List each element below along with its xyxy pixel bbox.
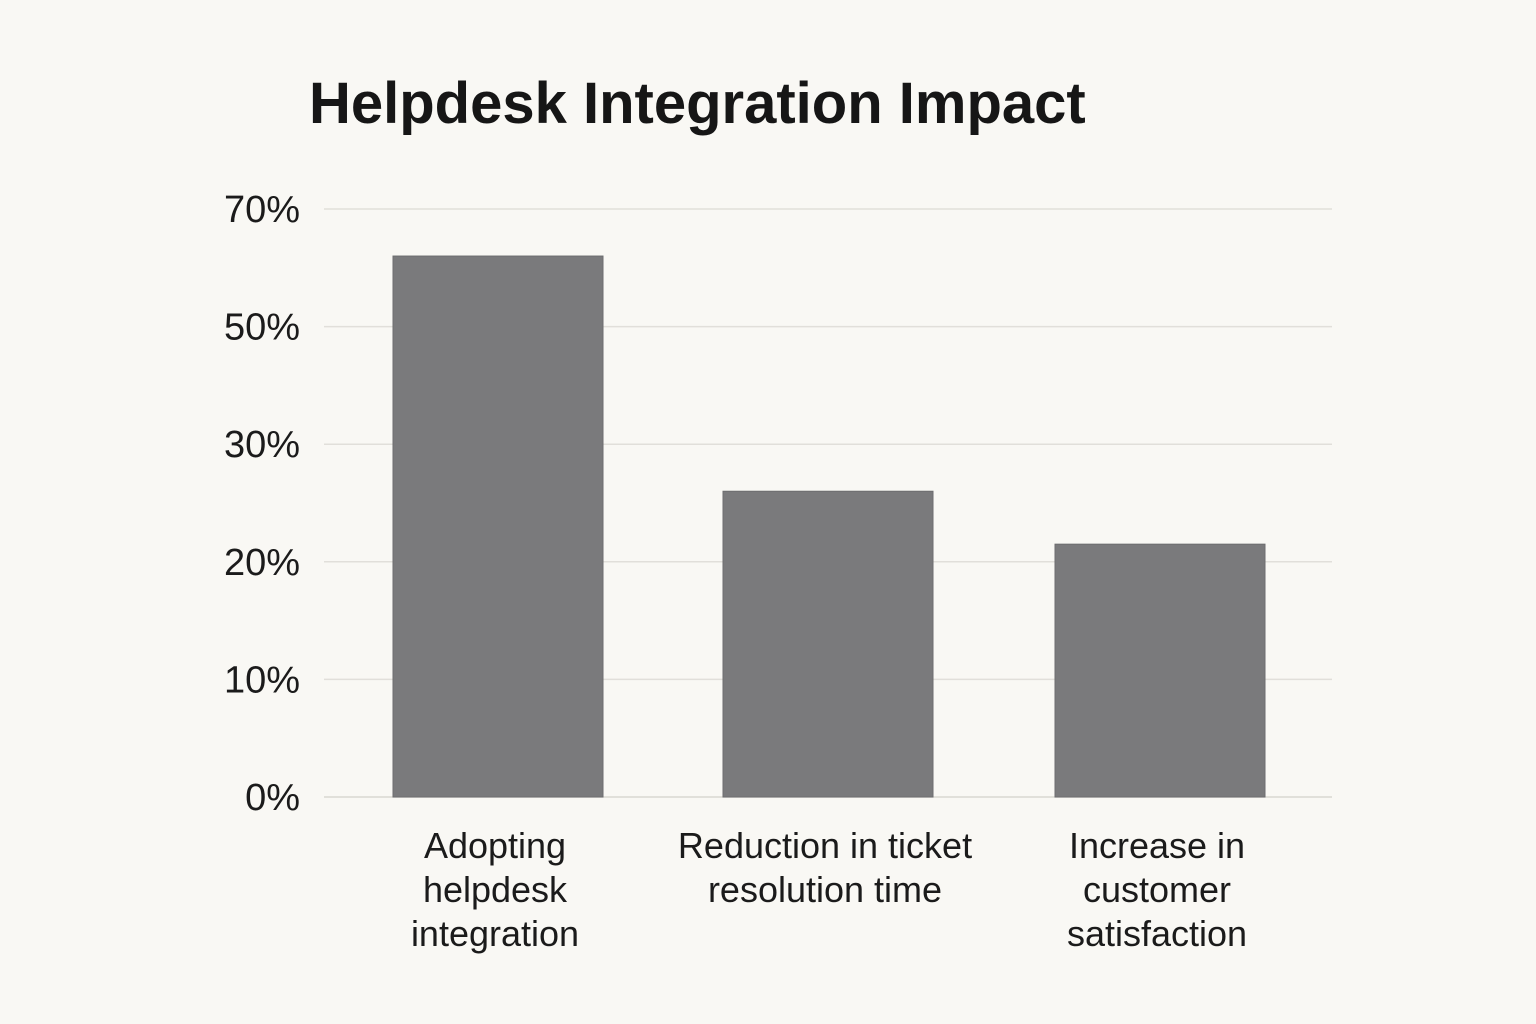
y-tick-label: 0% xyxy=(245,777,300,819)
y-tick-label: 70% xyxy=(224,189,300,231)
y-tick-label: 30% xyxy=(224,424,300,466)
y-tick-label: 50% xyxy=(224,307,300,349)
category-labels: Adopting helpdesk integration Reduction in … xyxy=(411,825,1247,954)
y-axis-ticks: 0% 10% 20% 30% 50% 70% xyxy=(224,189,300,819)
chart-title: Helpdesk Integration Impact xyxy=(309,71,1086,136)
y-tick-label: 20% xyxy=(224,542,300,584)
bar xyxy=(1054,543,1266,798)
bar xyxy=(392,255,604,798)
bar xyxy=(722,490,934,798)
y-tick-label: 10% xyxy=(224,659,300,701)
x-category-label: Reduction in ticket resolution time xyxy=(678,825,972,910)
bars xyxy=(392,255,1266,798)
x-category-label: Adopting helpdesk integration xyxy=(411,825,579,954)
x-category-label: Increase in customer satisfaction xyxy=(1067,825,1247,954)
